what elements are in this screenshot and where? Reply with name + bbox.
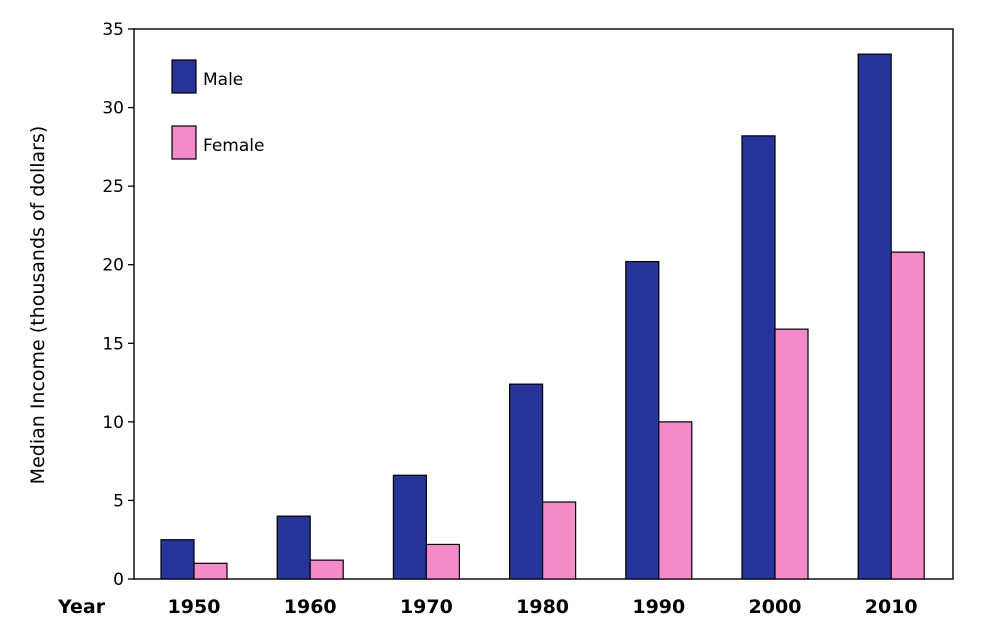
y-tick-label: 30 — [102, 99, 124, 119]
x-tick-label: 1960 — [284, 596, 337, 618]
bar-female-1970 — [425, 543, 460, 580]
x-tick-label: 1950 — [168, 596, 221, 618]
y-tick-label: 25 — [102, 177, 124, 197]
legend-swatch-female — [171, 125, 197, 160]
x-tick-label: 1990 — [632, 596, 685, 618]
bar-female-1990 — [658, 421, 693, 580]
y-tick-label: 35 — [102, 20, 124, 40]
bar-female-1960 — [309, 559, 344, 580]
y-tick-label: 5 — [113, 491, 124, 511]
x-axis-title: Year — [57, 596, 106, 618]
bar-male-1960 — [276, 515, 311, 580]
y-tick-label: 10 — [102, 413, 124, 433]
bar-male-1990 — [625, 260, 660, 580]
x-tick-label: 2000 — [749, 596, 802, 618]
y-tick-label: 0 — [113, 570, 124, 590]
bar-male-1970 — [392, 474, 427, 580]
bar-male-2010 — [857, 53, 892, 580]
legend-label-female: Female — [203, 136, 264, 156]
plot-area-frame — [133, 28, 954, 580]
legend: Male Female — [171, 59, 264, 160]
legend-label-male: Male — [203, 70, 243, 90]
bar-female-1980 — [541, 501, 577, 580]
x-axis: 1950 1960 1970 1980 1990 2000 2010 — [168, 596, 918, 618]
y-tick-label: 15 — [102, 334, 124, 354]
bar-female-2000 — [774, 328, 809, 580]
y-axis-title: Median Income (thousands of dollars) — [27, 126, 49, 485]
y-axis: 0 5 10 15 20 25 30 35 — [102, 20, 134, 590]
bar-female-1950 — [193, 562, 228, 580]
bar-male-2000 — [741, 135, 776, 580]
bar-female-2010 — [890, 251, 925, 580]
bars-group — [160, 53, 925, 580]
x-tick-label: 1970 — [400, 596, 453, 618]
bar-male-1950 — [160, 539, 195, 580]
y-tick-label: 20 — [102, 256, 124, 276]
x-tick-label: 1980 — [516, 596, 569, 618]
bar-male-1980 — [509, 383, 544, 580]
x-tick-label: 2010 — [865, 596, 918, 618]
legend-swatch-male — [171, 59, 197, 94]
